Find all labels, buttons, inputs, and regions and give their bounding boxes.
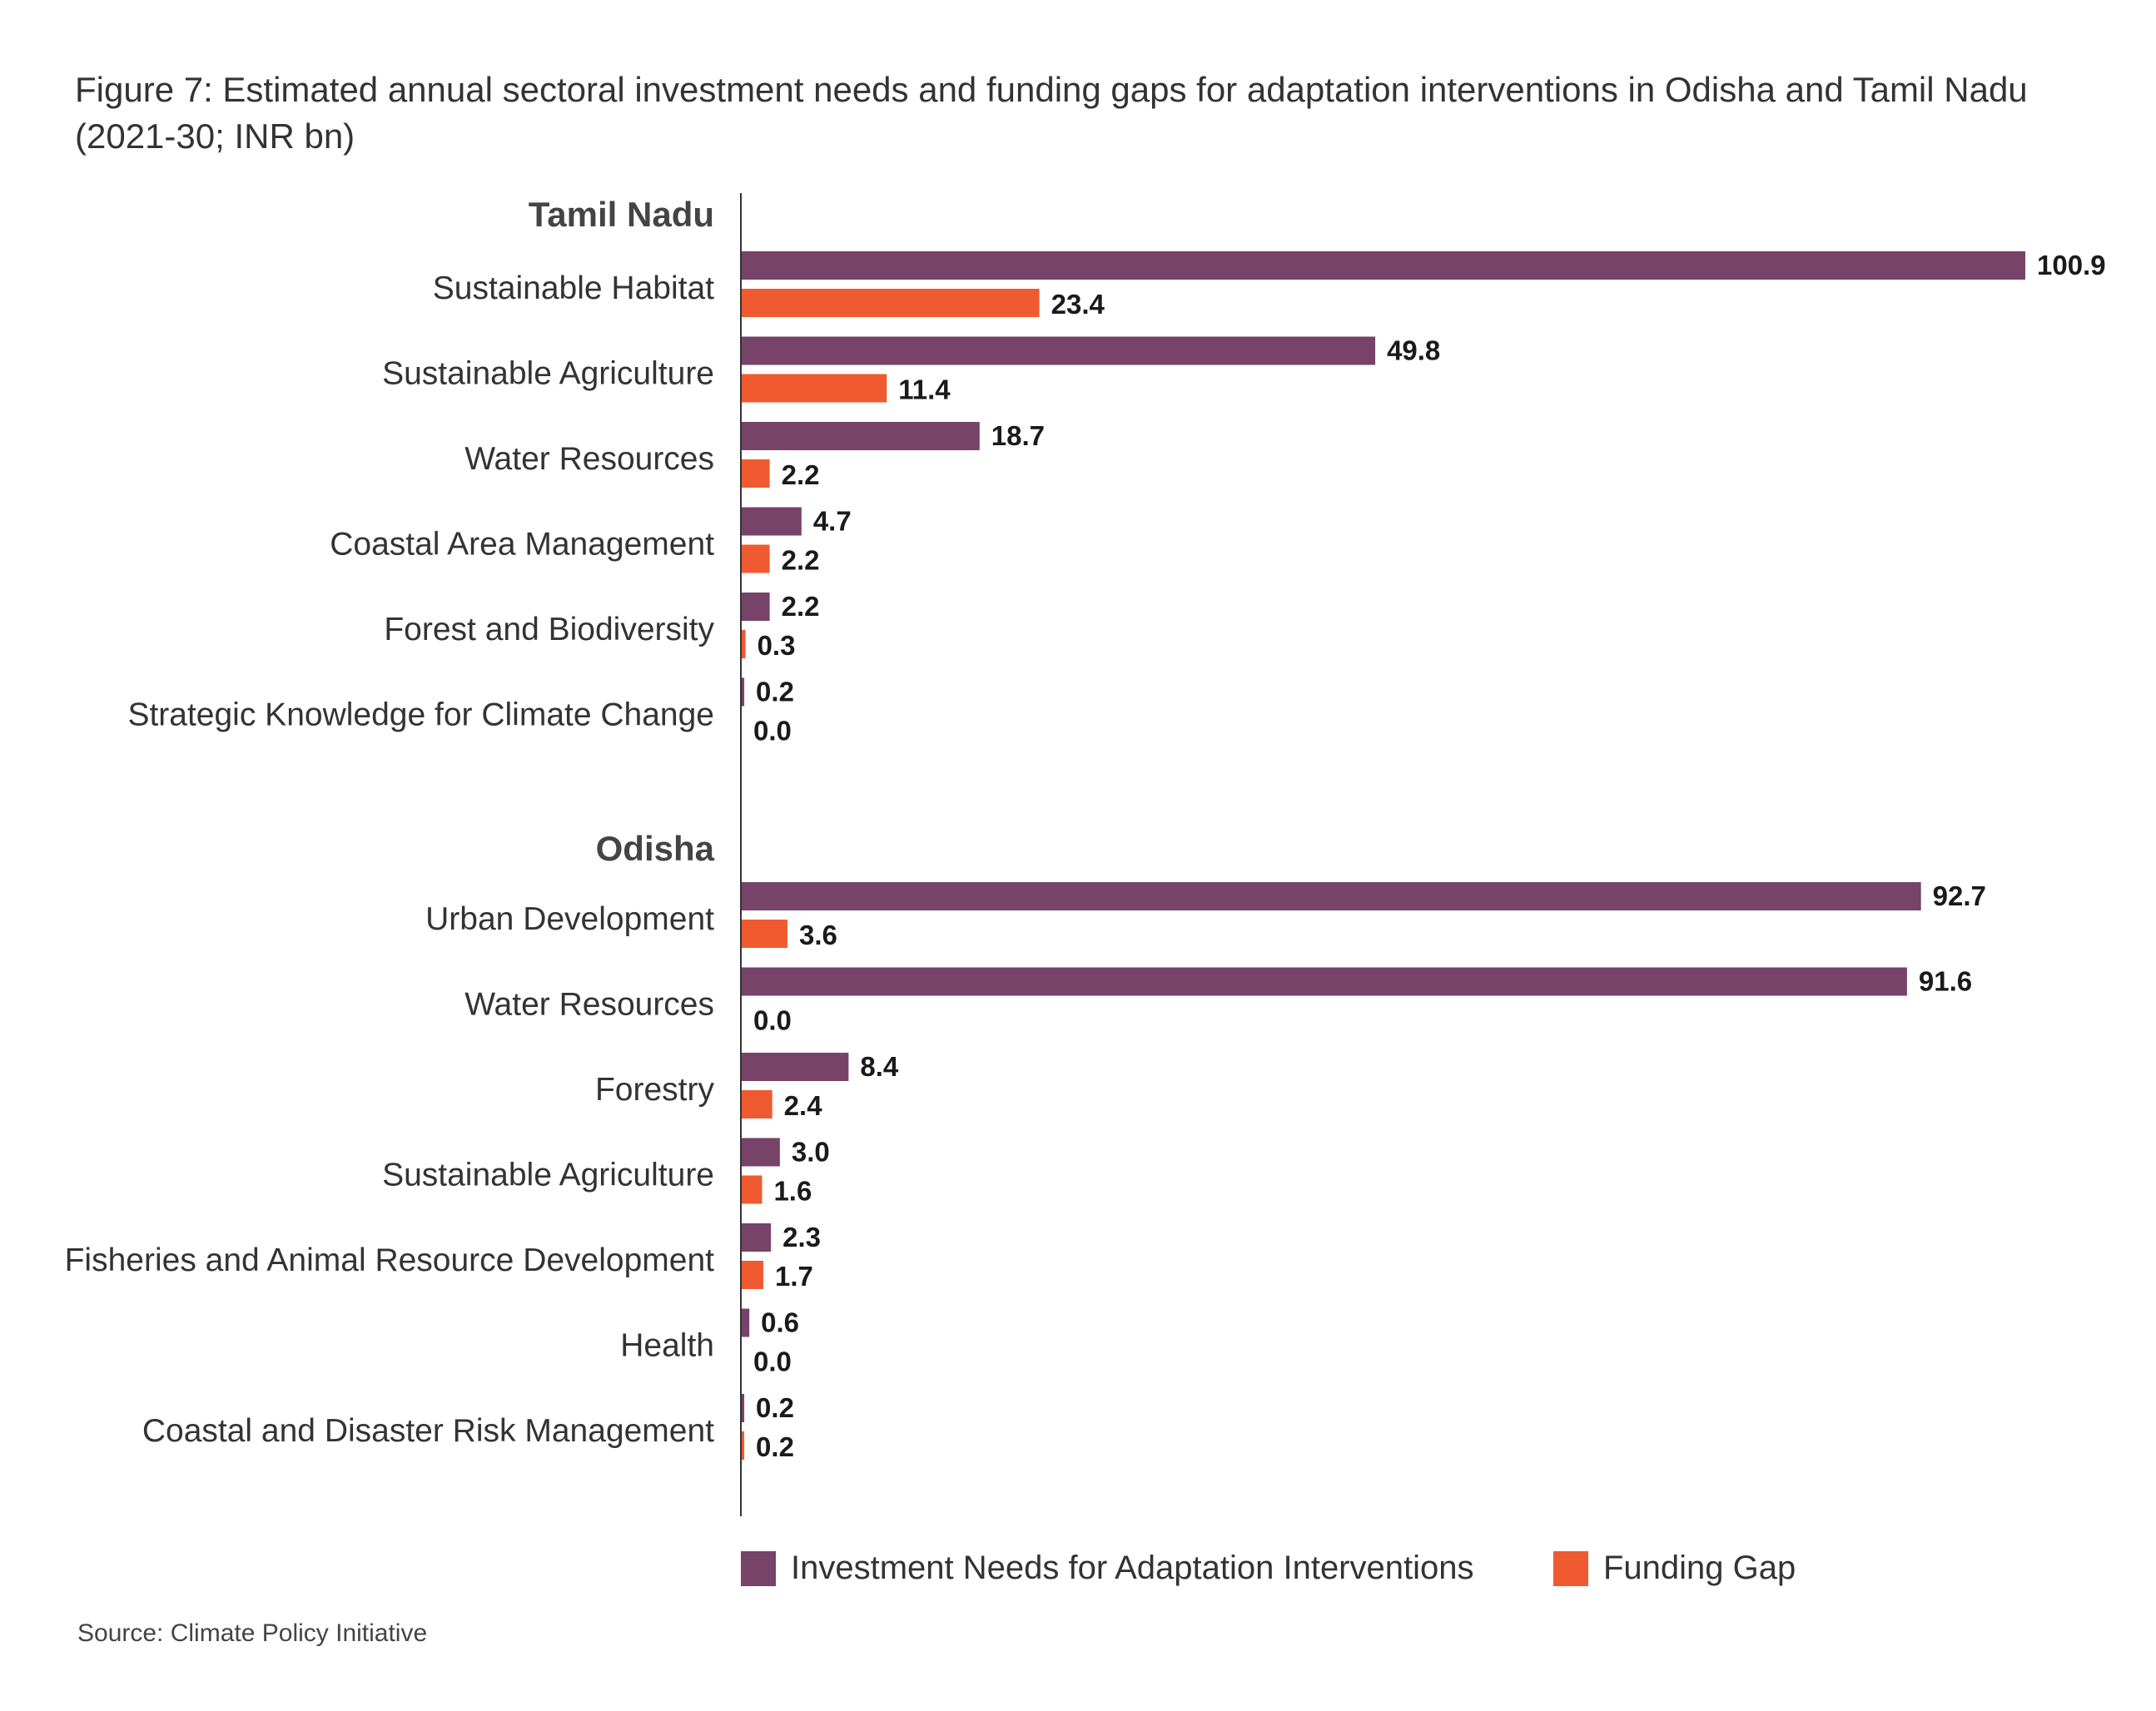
category-label-odisha-fisheries-and-animal-resource-development: Fisheries and Animal Resource Developmen… [65,1242,715,1278]
bar-investment-tamil-nadu-coastal-area-management [742,507,802,536]
bar-funding-gap-odisha-urban-development [742,920,788,948]
bar-funding-gap-tamil-nadu-forest-and-biodiversity [742,630,746,658]
data-label-investment-tamil-nadu-forest-and-biodiversity: 2.2 [782,591,820,622]
bar-funding-gap-tamil-nadu-coastal-area-management [742,544,770,573]
data-label-investment-odisha-sustainable-agriculture: 3.0 [792,1137,830,1168]
category-label-odisha-health: Health [620,1328,714,1364]
data-label-funding-gap-tamil-nadu-coastal-area-management: 2.2 [782,545,820,576]
data-label-funding-gap-odisha-health: 0.0 [753,1346,792,1377]
bar-investment-odisha-forestry [742,1053,849,1081]
bar-funding-gap-tamil-nadu-sustainable-habitat [742,289,1040,317]
data-label-investment-tamil-nadu-strategic-knowledge-for-climate-change: 0.2 [756,677,794,707]
data-label-funding-gap-tamil-nadu-sustainable-habitat: 23.4 [1051,289,1105,320]
data-label-funding-gap-odisha-sustainable-agriculture: 1.6 [773,1176,812,1207]
bar-investment-tamil-nadu-forest-and-biodiversity [742,593,770,621]
legend-item-investment: Investment Needs for Adaptation Interven… [741,1550,1474,1587]
category-label-tamil-nadu-sustainable-agriculture: Sustainable Agriculture [382,356,714,392]
legend-label-funding-gap: Funding Gap [1603,1550,1796,1586]
data-label-funding-gap-odisha-water-resources: 0.0 [753,1005,792,1036]
bar-investment-odisha-water-resources [742,967,1907,996]
data-label-investment-tamil-nadu-coastal-area-management: 4.7 [813,506,852,537]
data-label-investment-tamil-nadu-sustainable-agriculture: 49.8 [1387,335,1440,366]
legend-label-investment: Investment Needs for Adaptation Interven… [791,1550,1474,1586]
data-label-funding-gap-odisha-fisheries-and-animal-resource-development: 1.7 [775,1261,813,1292]
bar-investment-tamil-nadu-strategic-knowledge-for-climate-change [742,677,745,707]
bar-investment-odisha-urban-development [742,882,1921,910]
category-label-odisha-water-resources: Water Resources [464,987,714,1023]
data-label-investment-tamil-nadu-water-resources: 18.7 [991,420,1045,451]
category-label-tamil-nadu-sustainable-habitat: Sustainable Habitat [433,270,714,306]
data-label-funding-gap-tamil-nadu-strategic-knowledge-for-climate-change: 0.0 [753,716,792,746]
legend-swatch-investment [741,1550,776,1586]
data-label-investment-tamil-nadu-sustainable-habitat: 100.9 [2037,250,2106,280]
data-label-funding-gap-tamil-nadu-water-resources: 2.2 [782,459,820,490]
source-note: Source: Climate Policy Initiative [77,1619,428,1647]
data-label-investment-odisha-fisheries-and-animal-resource-development: 2.3 [782,1222,821,1252]
bar-investment-odisha-fisheries-and-animal-resource-development [742,1223,772,1252]
bar-investment-odisha-coastal-and-disaster-risk-management [742,1394,745,1422]
group-header-odisha: Odisha [596,829,715,868]
data-label-funding-gap-tamil-nadu-sustainable-agriculture: 11.4 [898,374,951,405]
bar-funding-gap-odisha-forestry [742,1090,772,1118]
bar-funding-gap-odisha-coastal-and-disaster-risk-management [742,1431,745,1460]
data-label-funding-gap-tamil-nadu-forest-and-biodiversity: 0.3 [758,630,796,661]
bar-funding-gap-odisha-fisheries-and-animal-resource-development [742,1261,763,1289]
data-label-investment-odisha-coastal-and-disaster-risk-management: 0.2 [756,1392,794,1423]
category-label-odisha-sustainable-agriculture: Sustainable Agriculture [382,1158,714,1193]
bar-investment-odisha-sustainable-agriculture [742,1138,780,1167]
group-header-tamil-nadu: Tamil Nadu [529,195,714,234]
category-label-tamil-nadu-forest-and-biodiversity: Forest and Biodiversity [384,612,714,647]
category-label-tamil-nadu-strategic-knowledge-for-climate-change: Strategic Knowledge for Climate Change [127,697,714,733]
bar-funding-gap-tamil-nadu-sustainable-agriculture [742,374,887,403]
bar-funding-gap-odisha-sustainable-agriculture [742,1175,763,1204]
category-label-odisha-forestry: Forestry [595,1072,715,1108]
category-label-tamil-nadu-coastal-area-management: Coastal Area Management [330,527,714,563]
data-label-funding-gap-odisha-urban-development: 3.6 [799,920,837,950]
data-label-funding-gap-odisha-forestry: 2.4 [784,1090,823,1121]
category-label-odisha-coastal-and-disaster-risk-management: Coastal and Disaster Risk Management [142,1413,714,1449]
category-label-tamil-nadu-water-resources: Water Resources [464,441,714,477]
bar-investment-tamil-nadu-sustainable-habitat [742,251,2025,280]
bar-investment-tamil-nadu-sustainable-agriculture [742,336,1376,365]
data-label-investment-odisha-forestry: 8.4 [860,1051,899,1082]
legend-item-funding-gap: Funding Gap [1553,1550,1796,1587]
bar-funding-gap-tamil-nadu-water-resources [742,459,770,488]
data-label-investment-odisha-urban-development: 92.7 [1933,880,1986,911]
category-label-odisha-urban-development: Urban Development [425,901,714,937]
bar-investment-odisha-health [742,1308,750,1337]
legend-swatch-funding-gap [1553,1550,1588,1586]
bar-investment-tamil-nadu-water-resources [742,422,980,450]
data-label-investment-odisha-water-resources: 91.6 [1919,966,1972,997]
chart-title: Figure 7: Estimated annual sectoral inve… [75,70,2028,156]
data-label-investment-odisha-health: 0.6 [761,1307,799,1338]
data-label-funding-gap-odisha-coastal-and-disaster-risk-management: 0.2 [756,1431,794,1462]
